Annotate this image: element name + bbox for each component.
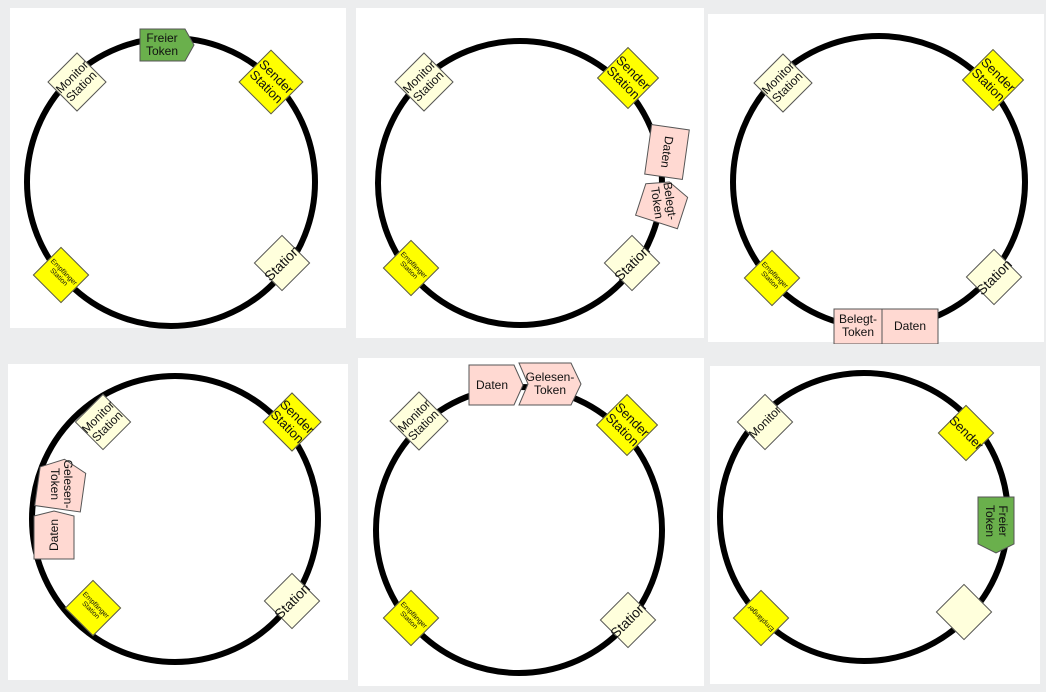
busy-token-label: Belegt- Token	[647, 181, 680, 221]
read-token: Gelesen- Token	[518, 362, 582, 406]
data-packet-label: Daten	[475, 377, 509, 392]
free-token: Freier Token	[977, 496, 1015, 554]
data-packet: Daten	[644, 123, 691, 180]
read-token-label: Gelesen- Token	[48, 459, 75, 509]
data-packet-label: Daten	[893, 318, 927, 333]
free-token-shape	[977, 496, 1015, 554]
data-packet: Daten	[468, 364, 524, 406]
data-packet: Daten	[881, 308, 939, 345]
free-token: Freier Token	[139, 28, 195, 62]
free-token-shape	[139, 28, 195, 62]
read-token-shape	[34, 458, 87, 513]
free-token-label: Freier Token	[983, 504, 1010, 538]
data-packet-shape	[468, 364, 524, 406]
data-packet-label: Daten	[46, 518, 61, 552]
read-token-label: Gelesen- Token	[525, 370, 575, 397]
read-token: Gelesen- Token	[34, 455, 89, 513]
read-token-shape	[518, 362, 582, 406]
free-token-label: Freier Token	[145, 31, 179, 58]
busy-token-label: Belegt- Token	[838, 312, 878, 339]
data-packet: Daten	[33, 510, 75, 560]
busy-token: Belegt- Token	[634, 174, 691, 230]
ring-4	[29, 373, 321, 665]
busy-token-shape	[634, 181, 689, 230]
busy-token: Belegt- Token	[833, 308, 883, 345]
data-packet-shape	[33, 510, 75, 560]
data-packet-label: Daten	[658, 135, 677, 169]
data-packet-shape	[644, 124, 690, 180]
